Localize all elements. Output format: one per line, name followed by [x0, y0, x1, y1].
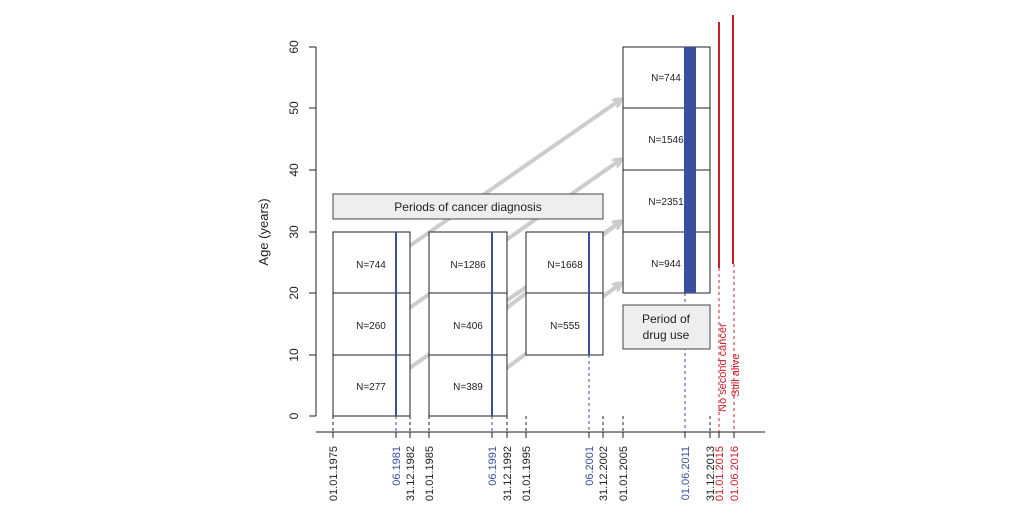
- still-alive-label: Still alive: [730, 354, 742, 397]
- drug-use-label-line1: Period of: [642, 312, 691, 326]
- period-3-count: N=1668: [547, 260, 583, 271]
- x-date-label: 01.01.2005: [618, 446, 630, 501]
- y-tick-label: 20: [287, 286, 301, 300]
- y-tick-label: 40: [287, 163, 301, 177]
- x-date-label: 06.1991: [487, 446, 499, 486]
- x-date-label: 01.01.1995: [521, 446, 533, 501]
- y-tick-label: 50: [287, 101, 301, 115]
- period-3-count: N=555: [550, 321, 580, 332]
- y-axis-label: Age (years): [256, 198, 271, 265]
- x-axis: 01.01.1975 06.1981 31.12.1982 01.01.1985 06.…: [316, 431, 765, 501]
- followup-count: N=2351: [648, 197, 684, 208]
- period-1-count: N=260: [356, 321, 386, 332]
- period-1-block: N=744 N=260 N=277: [332, 231, 411, 417]
- x-date-label: 01.01.1975: [328, 446, 340, 501]
- x-date-label: 06.1981: [391, 446, 403, 486]
- periods-label-box: Periods of cancer diagnosis: [332, 193, 604, 220]
- period-3-block: N=1668 N=555: [525, 231, 604, 356]
- no-second-cancer-label: No second cancer: [717, 323, 729, 412]
- drug-use-label-line2: drug use: [643, 328, 690, 342]
- drug-use-label-box: Period of drug use: [622, 304, 711, 350]
- x-date-label: 31.12.1992: [502, 446, 514, 501]
- x-date-label: 31.12.1982: [405, 446, 417, 501]
- period-1-count: N=277: [356, 382, 386, 393]
- x-date-label: 01.06.2011: [680, 446, 692, 500]
- followup-block: N=744 N=1546 N=2351 N=944: [622, 46, 711, 294]
- x-date-label: 31.12.2013: [705, 446, 717, 501]
- x-date-label: 01.06.2016: [729, 446, 741, 501]
- period-2-count: N=406: [453, 321, 483, 332]
- period-2-block: N=1286 N=406 N=389: [428, 231, 508, 417]
- censoring-lines: No second cancer Still alive: [717, 15, 742, 412]
- y-axis: 0 10 20 30 40 50 60 Age (years): [256, 40, 317, 419]
- arrow: [396, 100, 620, 256]
- x-date-label: 06.2001: [584, 446, 596, 486]
- followup-count: N=944: [651, 259, 681, 270]
- y-tick-label: 30: [287, 225, 301, 239]
- x-date-label: 31.12.2002: [598, 446, 610, 501]
- drug-use-bar: [684, 47, 696, 293]
- period-2-count: N=389: [453, 382, 483, 393]
- followup-count: N=744: [651, 73, 681, 84]
- x-date-label: 01.01.2015: [714, 446, 726, 501]
- y-tick-label: 60: [287, 40, 301, 54]
- y-tick-label: 0: [287, 412, 301, 419]
- periods-label: Periods of cancer diagnosis: [394, 200, 541, 214]
- y-tick-label: 10: [287, 348, 301, 362]
- dashed-guides: [332, 264, 735, 432]
- followup-count: N=1546: [648, 135, 684, 146]
- period-2-count: N=1286: [450, 260, 486, 271]
- x-date-label: 01.01.1985: [424, 446, 436, 501]
- period-1-count: N=744: [356, 260, 386, 271]
